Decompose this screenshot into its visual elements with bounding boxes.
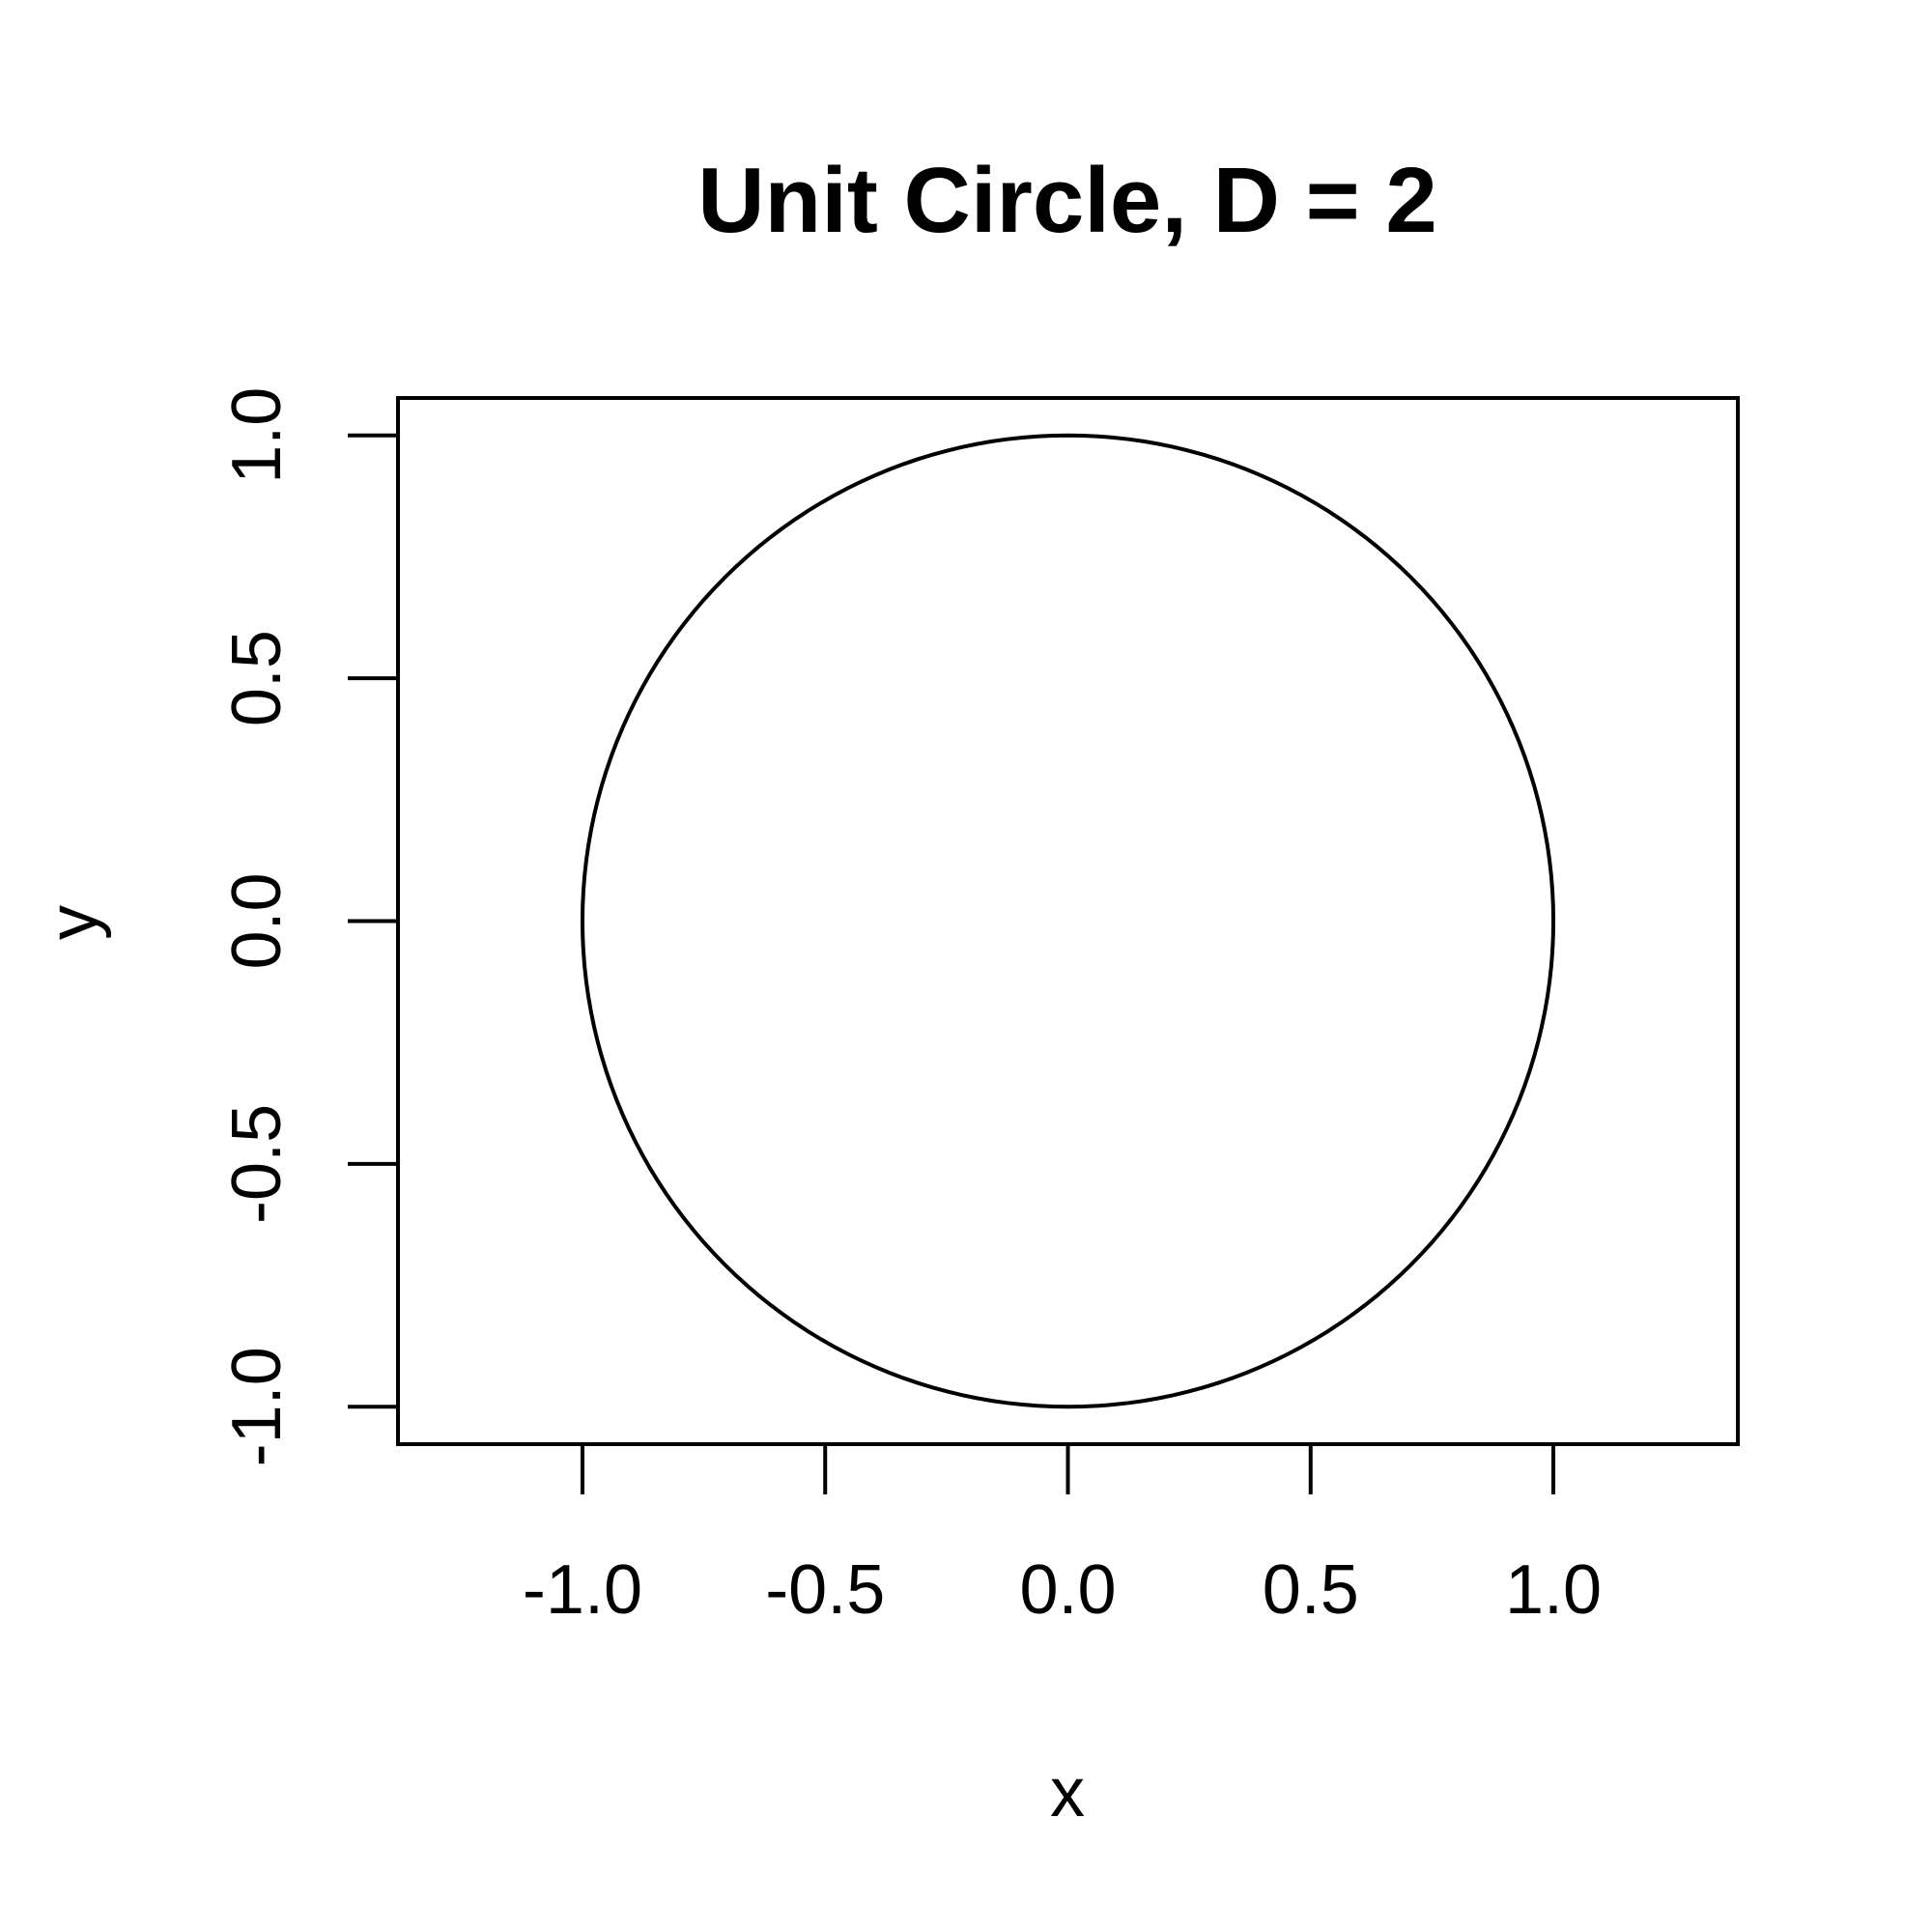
- x-tick-label: 1.0: [1505, 1551, 1602, 1629]
- x-tick-label: -1.0: [523, 1551, 642, 1629]
- y-tick-label: 1.0: [218, 387, 296, 484]
- x-tick-label: 0.5: [1263, 1551, 1359, 1629]
- y-tick-label: -1.0: [218, 1347, 296, 1466]
- y-tick-label: 0.5: [218, 630, 296, 726]
- x-tick-label: -0.5: [765, 1551, 885, 1629]
- plot-frame: [396, 396, 1740, 1446]
- series-layer: [580, 433, 1556, 1409]
- y-tick-label: -0.5: [218, 1104, 296, 1224]
- x-axis-label: x: [1050, 1754, 1085, 1832]
- y-axis-label: y: [35, 905, 112, 940]
- x-tick-label: 0.0: [1019, 1551, 1116, 1629]
- chart-title: Unit Circle, D = 2: [697, 149, 1437, 252]
- y-tick-label: 0.0: [218, 872, 296, 969]
- y-axis: -1.0 -0.5 0.0 0.5 1.0: [218, 387, 398, 1466]
- unit-circle-line: [580, 433, 1556, 1409]
- x-axis: -1.0 -0.5 0.0 0.5 1.0: [523, 1444, 1602, 1629]
